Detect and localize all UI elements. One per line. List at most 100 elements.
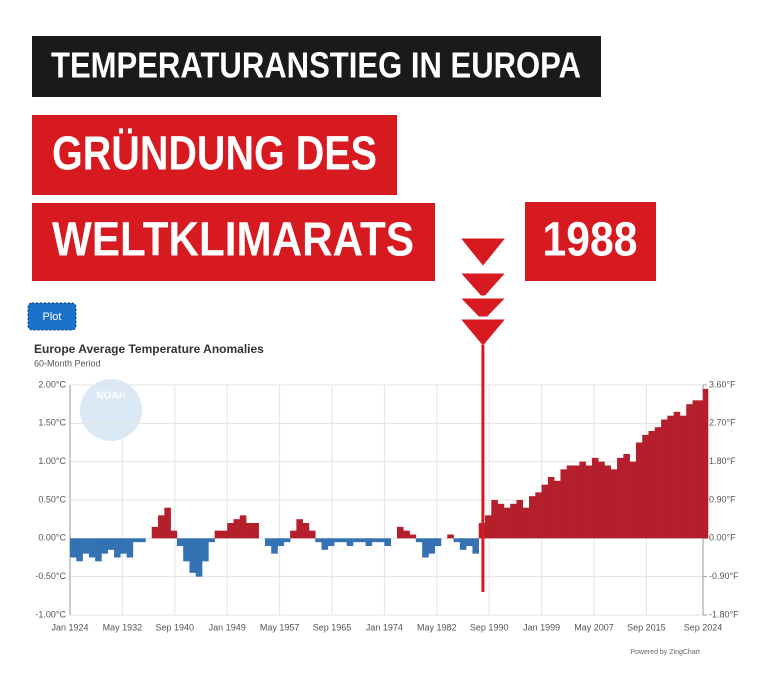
bar: [101, 538, 109, 554]
bar: [88, 538, 96, 558]
bar: [308, 530, 316, 539]
bar: [340, 538, 347, 543]
bar: [415, 538, 423, 543]
bar: [195, 538, 203, 577]
bar: [371, 538, 379, 543]
y2-tick-label: 3.60°F: [709, 379, 736, 389]
bar: [352, 538, 360, 543]
x-tick-label: Sep 1940: [156, 622, 195, 632]
bar: [598, 461, 605, 539]
bar: [334, 538, 341, 543]
bar: [409, 534, 417, 539]
y2-tick-label: 0.90°F: [709, 494, 736, 504]
bar: [453, 538, 461, 543]
callout-line: GRÜNDUNG DES: [52, 128, 377, 181]
bar: [151, 526, 159, 539]
bar: [220, 530, 228, 539]
bar: [648, 431, 656, 539]
x-tick-label: Jan 1974: [366, 622, 403, 632]
bar: [189, 538, 197, 573]
x-tick-label: Sep 2024: [684, 622, 723, 632]
bar: [396, 526, 404, 539]
bar: [560, 469, 568, 539]
bar: [164, 507, 171, 539]
bar: [239, 515, 247, 539]
x-tick-label: Jan 1949: [209, 622, 246, 632]
bar: [679, 415, 687, 539]
bar: [114, 538, 121, 558]
bar: [503, 507, 511, 539]
bar: [346, 538, 354, 546]
bar: [491, 500, 498, 539]
x-tick-label: Sep 1990: [470, 622, 509, 632]
bar: [132, 538, 140, 543]
callout-box: [32, 203, 435, 281]
bar: [604, 465, 612, 539]
bar: [170, 530, 178, 539]
bar: [516, 500, 524, 539]
y-tick-label: 2.00°C: [38, 379, 66, 389]
bar: [302, 523, 310, 539]
bar: [264, 538, 272, 546]
bar: [422, 538, 429, 558]
year-box: [525, 202, 656, 281]
y2-tick-label: 1.80°F: [709, 456, 736, 466]
bar: [315, 538, 322, 543]
bar: [126, 538, 134, 558]
y2-tick-label: 0.00°F: [709, 533, 736, 543]
y-tick-label: 0.00°C: [38, 533, 66, 543]
y-tick-label: 1.50°C: [38, 418, 66, 428]
x-tick-label: Jan 1924: [51, 622, 88, 632]
logo-text: NOAA: [96, 391, 125, 402]
bar: [233, 519, 241, 539]
credit: Powered by ZingChart: [630, 649, 700, 656]
y-tick-label: 0.50°C: [38, 494, 66, 504]
bar: [183, 538, 190, 562]
y-tick-label: -1.00°C: [35, 609, 66, 619]
callout-line: WELTKLIMARATS: [52, 214, 414, 267]
bar: [403, 530, 410, 539]
bar: [510, 503, 517, 539]
headline: TEMPERATURANSTIEG IN EUROPA: [51, 45, 581, 86]
bar: [70, 538, 77, 558]
bar: [327, 538, 335, 546]
y2-tick-label: 2.70°F: [709, 418, 736, 428]
x-tick-label: May 1957: [260, 622, 300, 632]
bar: [290, 530, 297, 539]
plot: 2.00°C 1.50°C 1.00°C 0.50°C 0.00°C -0.50°C -1.…: [35, 345, 739, 632]
bar: [365, 538, 373, 546]
bar: [667, 415, 674, 539]
bar: [497, 503, 505, 539]
x-tick-label: Sep 2015: [627, 622, 666, 632]
bar: [566, 465, 574, 539]
bar: [522, 507, 530, 539]
x-tick-label: May 1932: [103, 622, 143, 632]
bar: [107, 538, 115, 550]
bar: [447, 534, 454, 539]
plot-button-label[interactable]: Plot: [43, 311, 62, 323]
bar: [459, 538, 467, 550]
bar: [202, 538, 209, 562]
bar: [472, 538, 480, 554]
chart-subtitle: 60-Month Period: [34, 358, 101, 368]
bar: [554, 480, 561, 539]
bar: [673, 411, 681, 539]
bar: [428, 538, 436, 554]
chevrons: [454, 235, 512, 351]
bar: [623, 454, 630, 539]
bar: [283, 538, 291, 543]
plot-button[interactable]: [27, 302, 77, 331]
bar: [214, 530, 222, 539]
bar: [384, 538, 391, 546]
bar: [158, 515, 165, 539]
bar: [359, 538, 366, 543]
bar: [547, 477, 555, 539]
callout-year: 1988: [543, 214, 638, 267]
bar: [579, 461, 586, 539]
logo: [80, 379, 142, 441]
bar: [686, 404, 693, 539]
x-tick-label: May 2007: [574, 622, 614, 632]
bar: [642, 434, 649, 539]
bar: [246, 523, 253, 539]
y-tick-label: -0.50°C: [35, 571, 66, 581]
